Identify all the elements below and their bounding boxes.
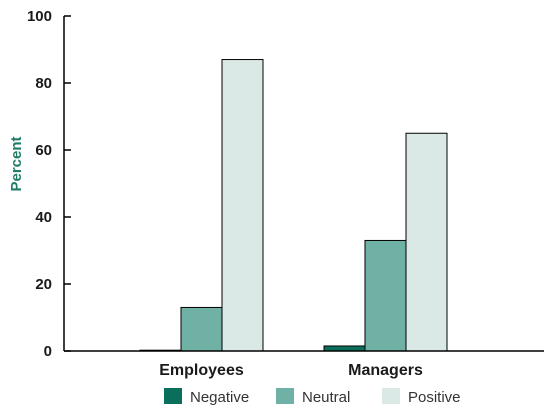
- y-axis: 0 20 40 60 80 100: [27, 8, 71, 360]
- x-category-label: Employees: [159, 362, 244, 379]
- bar-positive-employees: [221, 59, 264, 352]
- y-tick-label: 80: [35, 75, 52, 92]
- legend-label-neutral: Neutral: [302, 389, 350, 406]
- y-tick-label: 60: [35, 142, 52, 159]
- y-tick-label: 40: [35, 209, 52, 226]
- legend: Negative Neutral Positive: [164, 388, 461, 406]
- bars: [139, 59, 448, 352]
- bar-negative-managers: [323, 345, 366, 352]
- bar-neutral-managers: [364, 239, 407, 352]
- legend-label-positive: Positive: [408, 389, 461, 406]
- legend-label-negative: Negative: [190, 389, 249, 406]
- y-tick-label: 100: [27, 8, 52, 25]
- y-tick-label: 0: [44, 343, 52, 360]
- legend-swatch-neutral: [276, 388, 294, 404]
- y-tick-label: 20: [35, 276, 52, 293]
- legend-swatch-negative: [164, 388, 182, 404]
- legend-swatch-positive: [382, 388, 400, 404]
- x-axis: Employees Managers: [64, 350, 544, 379]
- y-axis-title: Percent: [8, 136, 25, 191]
- x-category-label: Managers: [348, 362, 423, 379]
- bar-positive-managers: [405, 132, 448, 352]
- bar-neutral-employees: [180, 306, 223, 352]
